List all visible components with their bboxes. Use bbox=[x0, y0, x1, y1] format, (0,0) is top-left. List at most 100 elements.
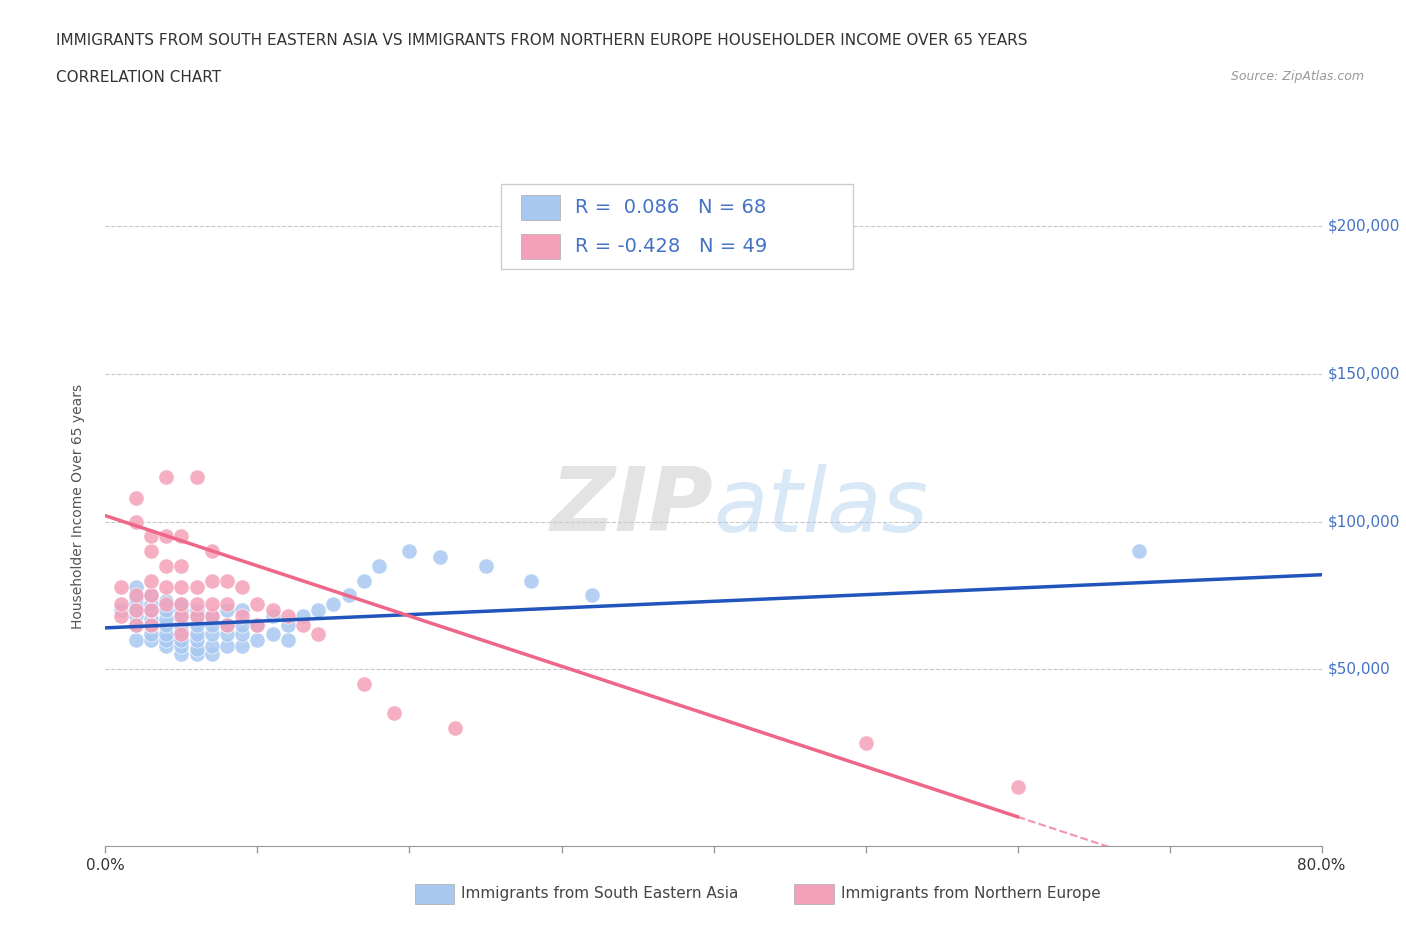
Point bbox=[186, 647, 208, 662]
Point bbox=[170, 608, 193, 623]
Text: Source: ZipAtlas.com: Source: ZipAtlas.com bbox=[1230, 70, 1364, 83]
Point bbox=[186, 641, 208, 656]
Point bbox=[201, 626, 224, 641]
FancyBboxPatch shape bbox=[522, 194, 561, 220]
Point bbox=[1128, 544, 1150, 559]
Text: CORRELATION CHART: CORRELATION CHART bbox=[56, 70, 221, 85]
Point bbox=[155, 612, 177, 627]
Text: $100,000: $100,000 bbox=[1327, 514, 1399, 529]
Point bbox=[231, 579, 253, 594]
Text: IMMIGRANTS FROM SOUTH EASTERN ASIA VS IMMIGRANTS FROM NORTHERN EUROPE HOUSEHOLDE: IMMIGRANTS FROM SOUTH EASTERN ASIA VS IM… bbox=[56, 33, 1028, 47]
Point bbox=[155, 603, 177, 618]
Point bbox=[155, 618, 177, 632]
Point bbox=[139, 597, 162, 612]
Point bbox=[170, 623, 193, 638]
Point bbox=[201, 544, 224, 559]
Point bbox=[201, 647, 224, 662]
Point bbox=[246, 597, 269, 612]
Point bbox=[125, 514, 148, 529]
Point bbox=[139, 618, 162, 632]
Point bbox=[292, 608, 315, 623]
Point bbox=[855, 736, 877, 751]
Point bbox=[139, 588, 162, 603]
Point bbox=[429, 550, 451, 565]
Point bbox=[125, 608, 148, 623]
Point bbox=[368, 558, 391, 573]
Point bbox=[139, 573, 162, 588]
Point bbox=[217, 597, 239, 612]
Point bbox=[139, 612, 162, 627]
Point bbox=[217, 626, 239, 641]
Text: $150,000: $150,000 bbox=[1327, 366, 1399, 381]
Point bbox=[170, 638, 193, 653]
Point bbox=[186, 608, 208, 623]
Y-axis label: Householder Income Over 65 years: Householder Income Over 65 years bbox=[70, 384, 84, 630]
Point bbox=[292, 618, 315, 632]
Text: Immigrants from South Eastern Asia: Immigrants from South Eastern Asia bbox=[461, 886, 738, 901]
Point bbox=[186, 597, 208, 612]
Point bbox=[170, 579, 193, 594]
Point bbox=[217, 603, 239, 618]
Point bbox=[353, 676, 375, 691]
Point bbox=[382, 706, 405, 721]
Text: R =  0.086   N = 68: R = 0.086 N = 68 bbox=[575, 198, 766, 217]
Point bbox=[155, 529, 177, 544]
Point bbox=[125, 618, 148, 632]
Point bbox=[262, 608, 284, 623]
Point bbox=[201, 573, 224, 588]
FancyBboxPatch shape bbox=[501, 184, 853, 270]
Point bbox=[201, 608, 224, 623]
Point bbox=[201, 597, 224, 612]
Point bbox=[139, 632, 162, 647]
Point bbox=[170, 603, 193, 618]
Point bbox=[155, 558, 177, 573]
Point bbox=[170, 632, 193, 647]
Point bbox=[581, 588, 603, 603]
Text: Immigrants from Northern Europe: Immigrants from Northern Europe bbox=[841, 886, 1101, 901]
Point bbox=[170, 608, 193, 623]
Point bbox=[398, 544, 420, 559]
Point bbox=[186, 579, 208, 594]
Point bbox=[201, 618, 224, 632]
Point bbox=[277, 618, 299, 632]
Point bbox=[186, 470, 208, 485]
Text: R = -0.428   N = 49: R = -0.428 N = 49 bbox=[575, 237, 768, 256]
Point bbox=[277, 608, 299, 623]
Point bbox=[125, 591, 148, 605]
Point bbox=[231, 638, 253, 653]
Point bbox=[125, 603, 148, 618]
Point bbox=[110, 608, 132, 623]
Point bbox=[125, 579, 148, 594]
Point bbox=[217, 638, 239, 653]
Point bbox=[125, 603, 148, 618]
Point bbox=[186, 603, 208, 618]
Point bbox=[155, 594, 177, 609]
Point bbox=[139, 529, 162, 544]
Point bbox=[170, 529, 193, 544]
Point bbox=[353, 573, 375, 588]
Point bbox=[155, 638, 177, 653]
Point bbox=[1007, 780, 1029, 795]
Point bbox=[231, 608, 253, 623]
Point bbox=[155, 626, 177, 641]
Point bbox=[139, 588, 162, 603]
Point bbox=[277, 632, 299, 647]
Point bbox=[520, 573, 543, 588]
Point bbox=[170, 597, 193, 612]
Point bbox=[139, 603, 162, 618]
Point bbox=[322, 597, 344, 612]
Point bbox=[170, 558, 193, 573]
Point bbox=[125, 618, 148, 632]
Point bbox=[231, 626, 253, 641]
Text: ZIP: ZIP bbox=[551, 463, 713, 551]
Point bbox=[307, 603, 329, 618]
Point bbox=[231, 603, 253, 618]
Point bbox=[337, 588, 360, 603]
Point bbox=[231, 618, 253, 632]
Point bbox=[170, 626, 193, 641]
Point bbox=[186, 626, 208, 641]
Point bbox=[139, 618, 162, 632]
Point bbox=[139, 544, 162, 559]
Point bbox=[217, 573, 239, 588]
Point bbox=[110, 603, 132, 618]
